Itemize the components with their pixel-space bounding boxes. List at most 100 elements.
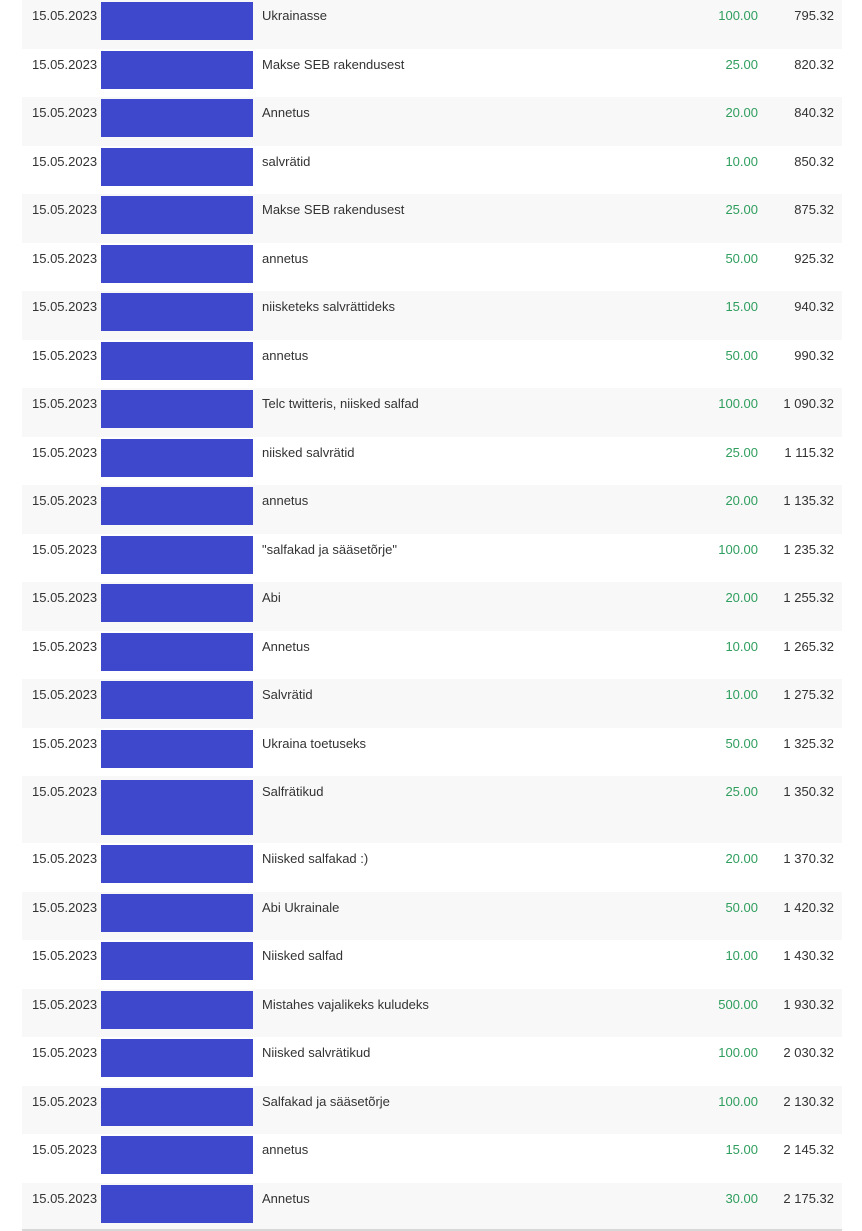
table-row[interactable]: 15.05.2023 Abi 20.00 1 255.32 bbox=[22, 582, 842, 631]
redacted-counterparty bbox=[101, 147, 253, 186]
transaction-amount: 50.00 bbox=[725, 735, 758, 751]
table-row[interactable]: 15.05.2023 Annetus 30.00 2 175.32 bbox=[22, 1182, 842, 1231]
table-row[interactable]: 15.05.2023 Makse SEB rakendusest 25.00 820.… bbox=[22, 48, 842, 97]
running-balance: 1 420.32 bbox=[783, 899, 834, 915]
running-balance: 840.32 bbox=[794, 105, 834, 120]
running-balance: 795.32 bbox=[794, 8, 834, 23]
redacted-counterparty bbox=[101, 438, 253, 477]
running-balance: 1 265.32 bbox=[783, 638, 834, 654]
redacted-counterparty bbox=[101, 244, 253, 283]
redacted-counterparty bbox=[101, 632, 253, 671]
transaction-date: 15.05.2023 bbox=[32, 444, 98, 460]
transaction-amount: 10.00 bbox=[725, 153, 758, 169]
transaction-date: 15.05.2023 bbox=[32, 396, 98, 411]
table-row[interactable]: 15.05.2023 Ukraina toetuseks 50.00 1 325.32 bbox=[22, 727, 842, 776]
transaction-amount: 20.00 bbox=[725, 105, 758, 120]
redacted-counterparty bbox=[101, 1039, 253, 1077]
running-balance: 1 135.32 bbox=[783, 493, 834, 508]
table-row[interactable]: 15.05.2023 Mistahes vajalikeks kuludeks 50… bbox=[22, 988, 842, 1037]
transaction-description: Salvrätid bbox=[262, 687, 313, 702]
table-row[interactable]: 15.05.2023 niisketeks salvrättideks 15.00 9… bbox=[22, 291, 842, 340]
transaction-description: Makse SEB rakendusest bbox=[262, 202, 405, 217]
redacted-counterparty bbox=[101, 1136, 253, 1174]
running-balance: 925.32 bbox=[794, 250, 834, 266]
transaction-description: "salfakad ja sääsetõrje" bbox=[262, 541, 397, 557]
table-row[interactable]: 15.05.2023 annetus 20.00 1 135.32 bbox=[22, 485, 842, 534]
table-row[interactable]: 15.05.2023 Salfakad ja sääsetõrje 100.00 2 … bbox=[22, 1085, 842, 1134]
table-row[interactable]: 15.05.2023 Abi Ukrainale 50.00 1 420.32 bbox=[22, 891, 842, 940]
table-row[interactable]: 15.05.2023 Niisked salfad 10.00 1 430.32 bbox=[22, 940, 842, 989]
transaction-date: 15.05.2023 bbox=[32, 687, 98, 702]
table-row[interactable]: 15.05.2023 annetus 15.00 2 145.32 bbox=[22, 1134, 842, 1183]
transaction-date: 15.05.2023 bbox=[32, 105, 98, 120]
transaction-amount: 20.00 bbox=[725, 590, 758, 605]
transaction-description: Annetus bbox=[262, 105, 310, 120]
table-row[interactable]: 15.05.2023 Salvrätid 10.00 1 275.32 bbox=[22, 679, 842, 728]
transaction-date: 15.05.2023 bbox=[32, 948, 98, 963]
redacted-counterparty bbox=[101, 584, 253, 622]
redacted-counterparty bbox=[101, 2, 253, 40]
transaction-description: annetus bbox=[262, 250, 309, 266]
transaction-amount: 20.00 bbox=[725, 851, 758, 866]
transaction-amount: 25.00 bbox=[725, 56, 758, 72]
transaction-description: Abi bbox=[262, 590, 281, 605]
transaction-description: salvrätid bbox=[262, 153, 311, 169]
running-balance: 1 090.32 bbox=[783, 396, 834, 411]
transaction-date: 15.05.2023 bbox=[32, 299, 98, 314]
table-row[interactable]: 15.05.2023 salvrätid 10.00 850.32 bbox=[22, 145, 842, 194]
transaction-date: 15.05.2023 bbox=[32, 347, 98, 363]
running-balance: 990.32 bbox=[794, 347, 834, 363]
table-row[interactable]: 15.05.2023 Telc twitteris, niisked salfad… bbox=[22, 388, 842, 437]
transaction-date: 15.05.2023 bbox=[32, 735, 98, 751]
transaction-amount: 20.00 bbox=[725, 493, 758, 508]
transaction-date: 15.05.2023 bbox=[32, 1190, 98, 1206]
transaction-date: 15.05.2023 bbox=[32, 153, 98, 169]
redacted-counterparty bbox=[101, 780, 253, 835]
transaction-description: annetus bbox=[262, 493, 309, 508]
transaction-description: Telc twitteris, niisked salfad bbox=[262, 396, 419, 411]
table-row[interactable]: 15.05.2023 Niisked salvrätikud 100.00 2 030… bbox=[22, 1037, 842, 1086]
transaction-description: Makse SEB rakendusest bbox=[262, 56, 405, 72]
transaction-amount: 100.00 bbox=[718, 8, 758, 23]
table-row[interactable]: 15.05.2023 Makse SEB rakendusest 25.00 875.… bbox=[22, 194, 842, 243]
running-balance: 1 325.32 bbox=[783, 735, 834, 751]
transaction-date: 15.05.2023 bbox=[32, 851, 98, 866]
transaction-date: 15.05.2023 bbox=[32, 899, 98, 915]
transaction-amount: 25.00 bbox=[725, 202, 758, 217]
transaction-description: Niisked salfad bbox=[262, 948, 343, 963]
transaction-date: 15.05.2023 bbox=[32, 493, 98, 508]
table-row[interactable]: 15.05.2023 Annetus 20.00 840.32 bbox=[22, 97, 842, 146]
transaction-amount: 100.00 bbox=[718, 396, 758, 411]
transaction-date: 15.05.2023 bbox=[32, 56, 98, 72]
table-row[interactable]: 15.05.2023 niisked salvrätid 25.00 1 115.32 bbox=[22, 436, 842, 485]
transaction-date: 15.05.2023 bbox=[32, 638, 98, 654]
transaction-amount: 10.00 bbox=[725, 638, 758, 654]
transaction-description: annetus bbox=[262, 1142, 309, 1157]
table-row[interactable]: 15.05.2023 Ukrainasse 100.00 795.32 bbox=[22, 0, 842, 49]
transaction-description: Abi Ukrainale bbox=[262, 899, 340, 915]
transaction-amount: 10.00 bbox=[725, 687, 758, 702]
transaction-date: 15.05.2023 bbox=[32, 784, 98, 799]
redacted-counterparty bbox=[101, 99, 253, 137]
running-balance: 2 175.32 bbox=[783, 1190, 834, 1206]
transaction-date: 15.05.2023 bbox=[32, 1045, 98, 1060]
table-row[interactable]: 15.05.2023 annetus 50.00 990.32 bbox=[22, 339, 842, 388]
redacted-counterparty bbox=[101, 893, 253, 932]
table-row[interactable]: 15.05.2023 Niisked salfakad :) 20.00 1 370.… bbox=[22, 843, 842, 892]
table-row[interactable]: 15.05.2023 Annetus 10.00 1 265.32 bbox=[22, 630, 842, 679]
transaction-amount: 500.00 bbox=[718, 996, 758, 1012]
transaction-description: Mistahes vajalikeks kuludeks bbox=[262, 996, 429, 1012]
table-row[interactable]: 15.05.2023 "salfakad ja sääsetõrje" 100.00… bbox=[22, 533, 842, 582]
transaction-description: annetus bbox=[262, 347, 309, 363]
table-row[interactable]: 15.05.2023 Salfrätikud 25.00 1 350.32 bbox=[22, 776, 842, 843]
redacted-counterparty bbox=[101, 293, 253, 331]
redacted-counterparty bbox=[101, 1184, 253, 1223]
transaction-description: Salfrätikud bbox=[262, 784, 324, 799]
running-balance: 875.32 bbox=[794, 202, 834, 217]
redacted-counterparty bbox=[101, 390, 253, 428]
running-balance: 1 930.32 bbox=[783, 996, 834, 1012]
table-bottom-border bbox=[22, 1229, 842, 1231]
table-row[interactable]: 15.05.2023 annetus 50.00 925.32 bbox=[22, 242, 842, 291]
transaction-amount: 50.00 bbox=[725, 347, 758, 363]
redacted-counterparty bbox=[101, 845, 253, 883]
